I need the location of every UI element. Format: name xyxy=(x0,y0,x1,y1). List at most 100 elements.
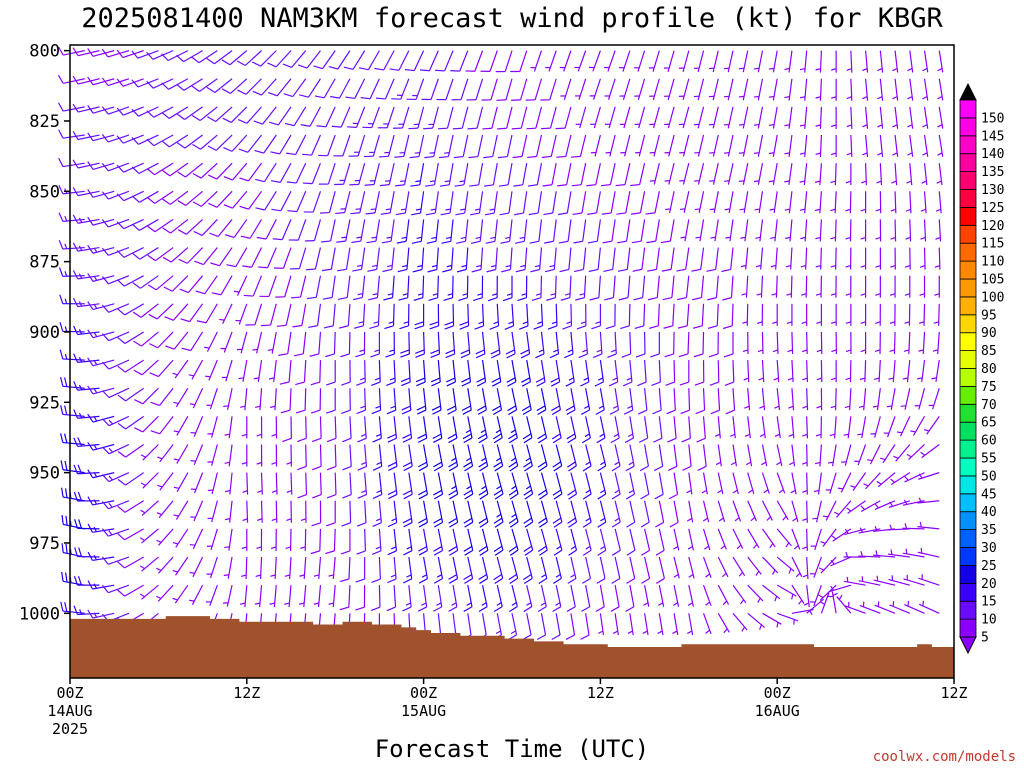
wind-barb xyxy=(73,437,100,448)
wind-barb xyxy=(596,416,606,444)
wind-barb xyxy=(754,191,764,214)
wind-barb xyxy=(786,303,793,326)
colorbar-label: 55 xyxy=(981,452,997,467)
wind-barb xyxy=(642,613,649,636)
wind-barb xyxy=(116,247,144,258)
wind-barb xyxy=(507,388,518,416)
wind-barb xyxy=(859,360,867,383)
wind-barb xyxy=(402,444,413,472)
wind-barb xyxy=(497,106,513,130)
wind-barb xyxy=(692,303,705,329)
wind-barb xyxy=(349,163,366,186)
wind-barb xyxy=(723,331,734,358)
wind-barb xyxy=(270,556,277,580)
wind-barb xyxy=(937,50,944,73)
wind-barb xyxy=(863,472,881,490)
wind-barb xyxy=(801,275,808,298)
wind-barb xyxy=(872,388,881,411)
wind-barb xyxy=(857,416,867,439)
wind-barb xyxy=(757,331,764,354)
wind-barb xyxy=(224,500,233,523)
wind-barb xyxy=(224,416,233,439)
wind-barb xyxy=(814,191,822,214)
wind-barb xyxy=(560,275,572,301)
wind-barb xyxy=(654,472,664,500)
wind-barb xyxy=(564,331,574,359)
wind-barb xyxy=(560,78,572,100)
wind-barb xyxy=(687,528,694,551)
wind-barb xyxy=(709,360,720,386)
wind-barb xyxy=(393,106,410,129)
wind-barb xyxy=(101,303,130,313)
wind-barb xyxy=(270,528,277,551)
colorbar-swatch xyxy=(959,511,977,531)
wind-barb xyxy=(521,388,532,416)
wind-barb xyxy=(362,106,380,129)
wind-barb xyxy=(365,191,380,215)
wind-barb xyxy=(523,585,533,613)
wind-barb xyxy=(255,388,263,411)
wind-barb xyxy=(753,78,764,101)
x-tick-label: 00Z xyxy=(56,684,83,702)
colorbar-swatch xyxy=(959,260,977,280)
colorbar-label: 40 xyxy=(981,505,997,520)
wind-barb xyxy=(862,78,869,101)
wind-barb xyxy=(194,247,218,266)
wind-barb xyxy=(717,556,729,578)
wind-barb xyxy=(892,50,899,73)
wind-barb xyxy=(456,247,469,273)
wind-barb xyxy=(433,556,444,584)
wind-barb xyxy=(236,331,248,354)
wind-barb xyxy=(875,303,881,326)
wind-barb xyxy=(538,556,548,584)
wind-barb xyxy=(501,247,513,273)
wind-barb xyxy=(289,247,307,270)
wind-barb xyxy=(820,528,837,547)
wind-barb xyxy=(874,500,896,511)
wind-barb xyxy=(607,331,617,358)
wind-barb xyxy=(653,444,664,472)
wind-barb xyxy=(478,444,489,472)
wind-barb xyxy=(537,444,548,472)
wind-barb xyxy=(357,472,368,499)
wind-barb xyxy=(176,78,203,91)
wind-barb xyxy=(822,500,837,521)
wind-barb xyxy=(341,500,352,527)
wind-barb xyxy=(355,557,366,583)
wind-barb xyxy=(604,275,616,301)
wind-barb xyxy=(845,163,852,186)
wind-barb xyxy=(328,585,336,608)
wind-barb xyxy=(354,303,366,329)
wind-barb xyxy=(800,247,808,270)
y-tick-label: 975 xyxy=(29,534,60,554)
wind-barb xyxy=(559,247,572,273)
wind-barb xyxy=(173,387,189,408)
wind-barb xyxy=(694,360,705,386)
wind-barb xyxy=(937,106,944,129)
wind-barb xyxy=(886,388,896,410)
wind-barb xyxy=(297,50,321,69)
wind-barb xyxy=(397,247,410,273)
wind-barb xyxy=(261,303,277,327)
wind-barb xyxy=(300,500,307,523)
wind-barb xyxy=(770,247,778,270)
wind-barb xyxy=(352,247,366,272)
wind-barb xyxy=(453,134,469,159)
wind-barb xyxy=(423,106,439,130)
wind-barb xyxy=(875,275,881,298)
wind-barb xyxy=(304,219,322,242)
wind-barb xyxy=(101,584,130,594)
wind-barb xyxy=(222,106,248,123)
wind-barb xyxy=(877,134,884,157)
wind-barb xyxy=(815,78,822,101)
wind-barb xyxy=(331,106,351,128)
x-axis-label: Forecast Time (UTC) xyxy=(375,735,650,763)
wind-barb xyxy=(351,219,366,244)
wind-barb xyxy=(694,191,705,213)
wind-barb xyxy=(889,601,911,614)
wind-barb xyxy=(820,592,833,614)
wind-barb xyxy=(668,444,678,471)
wind-barb xyxy=(387,528,398,556)
wind-barb xyxy=(846,50,853,73)
wind-barb xyxy=(240,219,263,239)
